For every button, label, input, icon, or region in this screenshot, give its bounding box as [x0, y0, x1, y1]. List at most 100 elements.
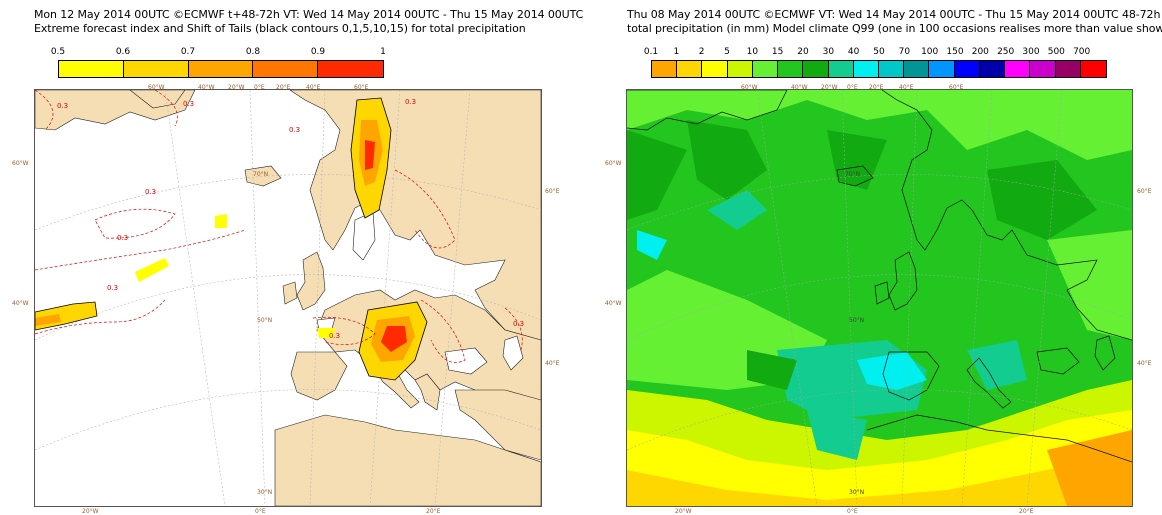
q99-legend-label: 500 — [1047, 47, 1065, 57]
legend-swatch — [652, 61, 678, 77]
legend-swatch — [1080, 61, 1106, 77]
lon-label: 60°W — [741, 84, 758, 91]
lat-line-label: 50°N — [849, 317, 864, 324]
legend-swatch — [954, 61, 980, 77]
contour-value: 0.3 — [145, 188, 156, 196]
q99-legend-label: 1 — [673, 47, 680, 57]
q99-map-svg: 70°N 50°N 30°N — [627, 90, 1132, 506]
legend-swatch — [853, 61, 879, 77]
legend-swatch — [929, 61, 955, 77]
lat-line-label: 70°N — [253, 171, 268, 178]
lat-line-label: 70°N — [845, 171, 860, 178]
q99-legend-label: 20 — [797, 47, 809, 57]
q99-legend-label: 70 — [898, 47, 911, 57]
lon-label: 20°E — [1019, 508, 1034, 515]
legend-swatch — [253, 61, 319, 77]
q99-panel: Thu 08 May 2014 00UTC ©ECMWF VT: Wed 14 … — [581, 0, 1162, 515]
legend-swatch — [59, 61, 124, 77]
q99-field — [627, 90, 1132, 506]
lat-line-labels: 70°N 50°N 30°N — [253, 171, 272, 496]
efi-legend-label: 0.5 — [50, 47, 66, 57]
q99-lat-line-labels: 70°N 50°N 30°N — [845, 171, 864, 496]
efi-title-line1: Mon 12 May 2014 00UTC ©ECMWF t+48-72h VT… — [34, 8, 584, 21]
q99-legend-label: 2 — [698, 47, 705, 57]
legend-swatch — [1055, 61, 1081, 77]
q99-legend: 0.1 1 2 5 10 15 20 30 40 50 70 100 150 200 250 300 500 70… — [644, 46, 1107, 80]
lat-label: 40°E — [545, 360, 560, 367]
inland-seas — [316, 211, 524, 375]
q99-coastlines — [627, 90, 1132, 463]
efi-map-svg: 0.3 0.3 0.3 0.3 0.3 0.3 0.3 0.3 0.3 70°N… — [35, 90, 541, 506]
efi-legend-label: 1 — [380, 47, 386, 57]
lon-label: 20°W — [228, 84, 245, 91]
efi-title-line2: Extreme forecast index and Shift of Tail… — [34, 22, 526, 35]
lat-line-label: 30°N — [257, 489, 272, 496]
legend-swatch — [318, 61, 383, 77]
legend-swatch — [904, 61, 930, 77]
legend-swatch — [702, 61, 728, 77]
efi-shading — [35, 98, 427, 380]
q99-legend-label: 0.1 — [643, 47, 659, 57]
q99-map[interactable]: 70°N 50°N 30°N — [626, 89, 1133, 507]
lon-label: 20°W — [675, 508, 692, 515]
contour-value: 0.3 — [405, 98, 416, 106]
q99-legend-label: 700 — [1073, 47, 1091, 57]
q99-legend-label: 150 — [946, 47, 964, 57]
efi-legend-label: 0.7 — [180, 47, 196, 57]
q99-legend-label: 200 — [971, 47, 989, 57]
lon-label: 0°E — [255, 508, 266, 515]
q99-legend-label: 250 — [997, 47, 1015, 57]
lat-label: 60°W — [12, 160, 29, 167]
lon-label: 40°W — [791, 84, 808, 91]
q99-legend-label: 30 — [822, 47, 835, 57]
lon-label: 0°E — [847, 84, 858, 91]
lat-label: 60°E — [1137, 188, 1152, 195]
legend-swatch — [778, 61, 804, 77]
lat-line-label: 30°N — [849, 489, 864, 496]
efi-legend-label: 0.9 — [310, 47, 326, 57]
legend-swatch — [1005, 61, 1031, 77]
lat-label: 40°E — [1137, 360, 1152, 367]
lat-label: 40°W — [12, 300, 29, 307]
lon-label: 60°E — [949, 84, 964, 91]
lat-label: 60°W — [605, 160, 622, 167]
efi-map[interactable]: 0.3 0.3 0.3 0.3 0.3 0.3 0.3 0.3 0.3 70°N… — [34, 89, 542, 507]
q99-legend-label: 10 — [746, 47, 759, 57]
contour-value: 0.3 — [183, 100, 194, 108]
lon-label: 40°E — [306, 84, 321, 91]
contour-value: 0.3 — [57, 102, 68, 110]
lon-label: 20°E — [426, 508, 441, 515]
efi-legend-label: 0.8 — [245, 47, 261, 57]
graticule — [35, 90, 541, 506]
contour-value: 0.3 — [117, 234, 128, 242]
legend-swatch — [123, 61, 189, 77]
efi-legend-labels: 0.5 0.6 0.7 0.8 0.9 1 — [51, 46, 386, 58]
contour-value: 0.3 — [513, 320, 524, 328]
legend-swatch — [979, 61, 1006, 77]
sot-contours — [35, 97, 428, 381]
legend-swatch — [828, 61, 854, 77]
q99-legend-label: 100 — [921, 47, 939, 57]
q99-legend-colorbar — [651, 60, 1107, 78]
lon-label: 0°E — [847, 508, 858, 515]
contour-value: 0.3 — [329, 332, 340, 340]
efi-legend-colorbar — [58, 60, 384, 78]
q99-legend-label: 5 — [724, 47, 730, 57]
legend-swatch — [878, 61, 905, 77]
lat-label: 60°E — [545, 188, 560, 195]
q99-legend-label: 300 — [1022, 47, 1040, 57]
efi-panel: Mon 12 May 2014 00UTC ©ECMWF t+48-72h VT… — [12, 8, 584, 515]
contour-value: 0.3 — [289, 126, 300, 134]
lon-label: 60°W — [148, 84, 165, 91]
lon-label: 40°E — [899, 84, 914, 91]
lon-label: 40°W — [198, 84, 215, 91]
q99-title-line2: total precipitation (in mm) Model climat… — [627, 22, 1162, 35]
q99-legend-label: 40 — [847, 47, 860, 57]
legend-swatch — [1030, 61, 1056, 77]
legend-swatch — [803, 61, 829, 77]
lon-label: 60°E — [354, 84, 369, 91]
lon-label: 20°W — [82, 508, 99, 515]
lon-label: 20°W — [821, 84, 838, 91]
q99-graticule — [627, 90, 1132, 506]
efi-legend-label: 0.6 — [115, 47, 131, 57]
